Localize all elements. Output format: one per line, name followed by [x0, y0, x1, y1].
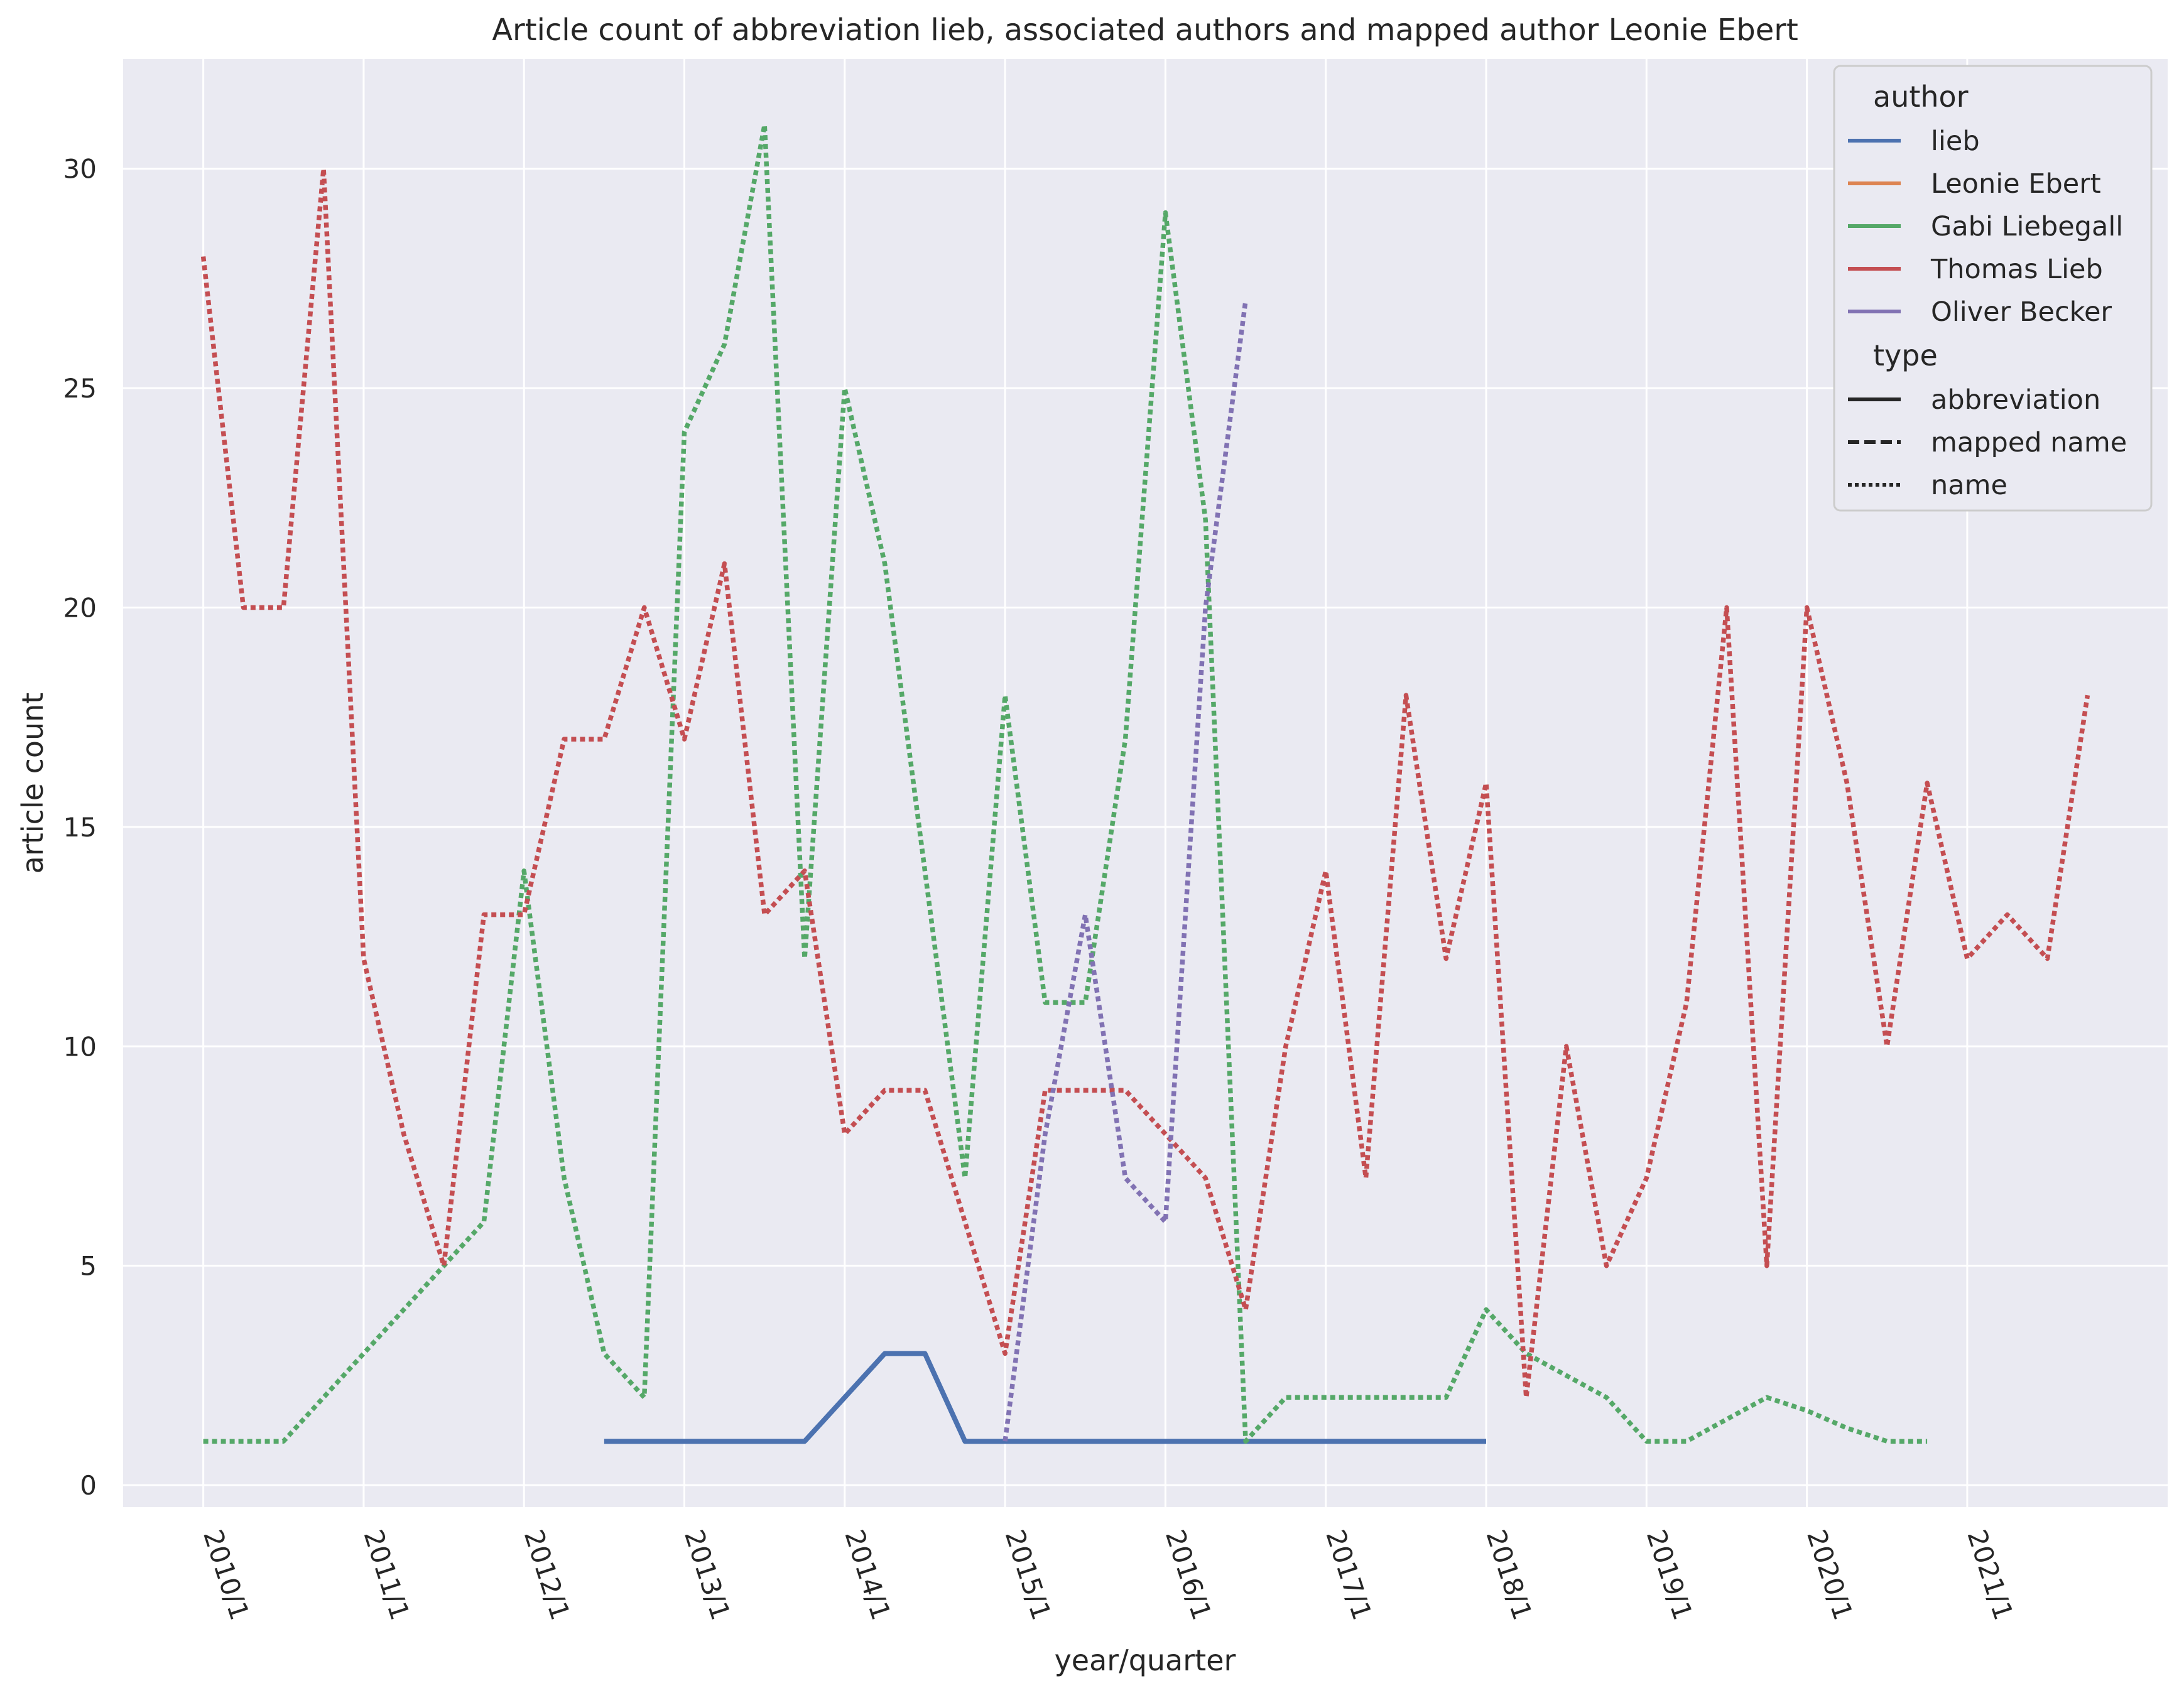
x-tick-label: 2011/1 — [357, 1526, 415, 1624]
grid-lines — [123, 59, 2168, 1507]
x-tick-label: 2013/1 — [678, 1526, 736, 1624]
legend-item-gabi-liebegall: Gabi Liebegall — [1931, 211, 2123, 242]
legend-author-title: author — [1873, 80, 1969, 114]
x-tick-label: 2017/1 — [1320, 1526, 1377, 1624]
x-tick-label: 2019/1 — [1641, 1526, 1698, 1624]
legend-type-title: type — [1873, 338, 1938, 372]
legend-item-lieb: lieb — [1931, 126, 1980, 157]
series-line-lieb — [604, 1351, 1486, 1444]
series-line-oliver-becker — [1002, 300, 1248, 1442]
x-tick-label: 2018/1 — [1480, 1526, 1538, 1624]
legend-item-name: name — [1931, 470, 2007, 501]
y-axis-label: article count — [16, 693, 50, 874]
legend-item-mapped-name: mapped name — [1931, 427, 2127, 458]
legend-item-thomas-lieb: Thomas Lieb — [1930, 254, 2103, 285]
y-tick-label: 5 — [80, 1251, 97, 1282]
x-tick-label: 2015/1 — [999, 1526, 1057, 1624]
x-tick-label: 2016/1 — [1160, 1526, 1217, 1624]
y-tick-labels: 0 5 10 15 20 25 30 — [63, 154, 97, 1501]
chart-title: Article count of abbreviation lieb, asso… — [492, 13, 1798, 48]
y-tick-label: 30 — [63, 154, 97, 185]
y-tick-label: 20 — [63, 592, 97, 623]
legend-item-abbreviation: abbreviation — [1931, 384, 2100, 416]
y-tick-label: 15 — [63, 812, 97, 843]
series-line-thomas-lieb — [200, 166, 2090, 1400]
x-tick-label: 2021/1 — [1961, 1526, 2019, 1624]
x-tick-label: 2012/1 — [518, 1526, 576, 1624]
x-tick-label: 2010/1 — [197, 1526, 255, 1624]
legend-item-oliver-becker: Oliver Becker — [1931, 296, 2112, 328]
y-tick-label: 25 — [63, 373, 97, 404]
x-tick-labels: 2010/1 2011/1 2012/1 2013/1 2014/1 2015/1 2016… — [197, 1526, 2019, 1624]
series-line-gabi-liebegall — [203, 122, 1928, 1444]
x-tick-label: 2020/1 — [1801, 1526, 1859, 1624]
legend-box — [1833, 65, 2153, 512]
legend: author lieb Leonie Ebert Gabi Liebegall Tho… — [1833, 65, 2153, 512]
legend-item-leonie-ebert: Leonie Ebert — [1931, 168, 2101, 200]
x-axis-label: year/quarter — [1055, 1643, 1236, 1677]
series-lines — [200, 122, 2090, 1444]
y-tick-label: 10 — [63, 1031, 97, 1062]
x-tick-label: 2014/1 — [839, 1526, 896, 1624]
y-tick-label: 0 — [80, 1470, 97, 1501]
